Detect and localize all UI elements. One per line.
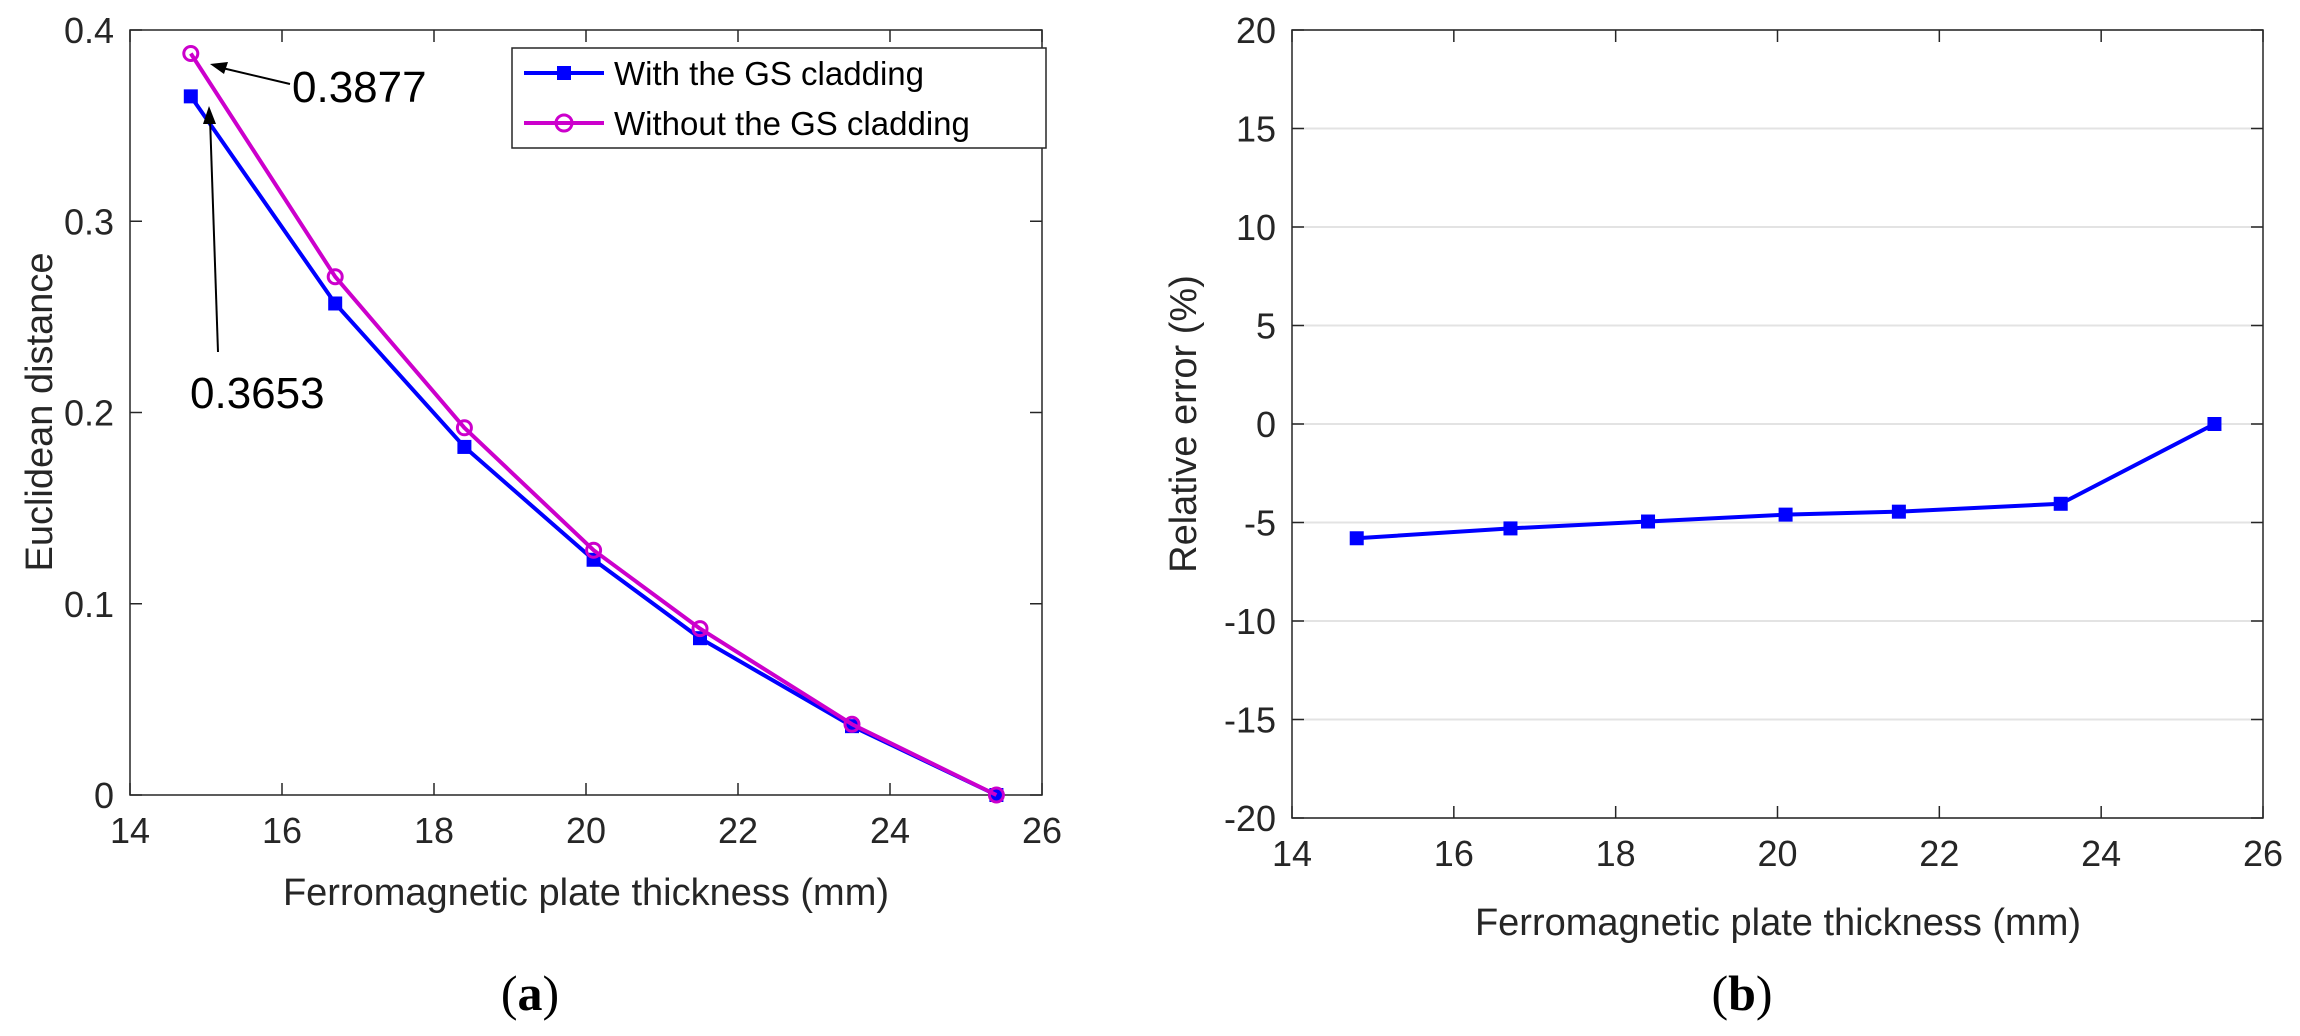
data-point (182, 45, 200, 63)
x-tick-label: 26 (1022, 810, 1062, 851)
data-point (457, 439, 472, 454)
chart-a-plot-area (129, 29, 1043, 796)
annotation-0.3653: 0.3653 (190, 369, 325, 418)
chart-a-x-axis-label: Ferromagnetic plate thickness (mm) (283, 872, 889, 914)
legend-box (511, 47, 1047, 149)
x-tick-label: 16 (1434, 833, 1474, 874)
chart-b-y-ticks: -20 -15 -10 -5 0 5 10 15 20 (1224, 10, 2263, 839)
annotation-arrowhead-0.3653 (203, 106, 216, 124)
y-tick-label: 0 (1256, 404, 1276, 445)
y-tick-label: 0 (94, 775, 114, 816)
data-point (1891, 504, 1906, 519)
x-tick-label: 22 (718, 810, 758, 851)
data-point (843, 715, 861, 733)
chart-b: -20 -15 -10 -5 0 5 10 15 20 14 16 18 20 22 24 26 Ferro… (1163, 10, 2283, 1021)
data-point (1641, 514, 1656, 529)
x-tick-label: 24 (2081, 833, 2121, 874)
legend-marker-with-gs (557, 66, 571, 80)
data-point (455, 419, 473, 437)
x-tick-label: 22 (1919, 833, 1959, 874)
x-tick-label: 20 (566, 810, 606, 851)
x-tick-label: 14 (110, 810, 150, 851)
chart-b-series (1349, 417, 2222, 546)
data-point (987, 786, 1005, 804)
x-tick-label: 24 (870, 810, 910, 851)
chart-b-y-axis-label: Relative error (%) (1163, 275, 1205, 573)
data-point (585, 541, 603, 559)
chart-a: 0 0.1 0.2 0.3 0.4 14 16 18 20 22 24 26 Ferromagnet… (19, 10, 1062, 1021)
panel-label-b: (b) (1711, 965, 1772, 1021)
chart-a-series (182, 45, 1005, 804)
y-tick-label: -5 (1244, 503, 1276, 544)
y-tick-label: 10 (1236, 207, 1276, 248)
y-tick-label: 0.1 (64, 584, 114, 625)
chart-b-x-axis-label: Ferromagnetic plate thickness (mm) (1475, 902, 2081, 944)
chart-a-legend: With the GS cladding Without the GS clad… (511, 47, 1047, 149)
y-tick-label: 20 (1236, 10, 1276, 51)
legend-label-without-gs: Without the GS cladding (614, 105, 970, 142)
annotation-arrow-0.3877 (217, 66, 291, 85)
annotation-0.3877: 0.3877 (292, 63, 427, 112)
data-point (2053, 496, 2068, 511)
data-point (2207, 417, 2222, 431)
panel-label-a: (a) (501, 965, 559, 1021)
data-point (1349, 531, 1364, 546)
y-tick-label: 15 (1236, 109, 1276, 150)
data-point (326, 268, 344, 286)
chart-a-y-ticks: 0 0.1 0.2 0.3 0.4 (64, 10, 1042, 816)
y-tick-label: 5 (1256, 306, 1276, 347)
series-line-0-1 (189, 52, 998, 797)
legend-marker-without-gs (554, 113, 574, 133)
data-point (328, 296, 343, 311)
x-tick-label: 18 (1596, 833, 1636, 874)
y-tick-label: -20 (1224, 798, 1276, 839)
x-tick-label: 26 (2243, 833, 2283, 874)
x-tick-label: 20 (1757, 833, 1797, 874)
annotation-arrowhead-0.3877 (210, 62, 228, 74)
chart-a-y-axis-label: Euclidean distance (19, 253, 61, 572)
x-tick-label: 18 (414, 810, 454, 851)
chart-a-x-ticks: 14 16 18 20 22 24 26 (110, 30, 1062, 851)
chart-b-x-ticks: 14 16 18 20 22 24 26 (1272, 30, 2283, 874)
data-point (1503, 521, 1518, 536)
x-tick-label: 16 (262, 810, 302, 851)
data-point (691, 620, 709, 638)
y-tick-label: 0.4 (64, 10, 114, 51)
y-tick-label: 0.2 (64, 393, 114, 434)
annotation-arrow-0.3653 (209, 117, 219, 353)
y-tick-label: 0.3 (64, 201, 114, 242)
x-tick-label: 14 (1272, 833, 1312, 874)
data-point (183, 89, 198, 104)
y-tick-label: -10 (1224, 601, 1276, 642)
data-point (1778, 507, 1793, 522)
y-tick-label: -15 (1224, 700, 1276, 741)
legend-label-with-gs: With the GS cladding (614, 55, 924, 92)
